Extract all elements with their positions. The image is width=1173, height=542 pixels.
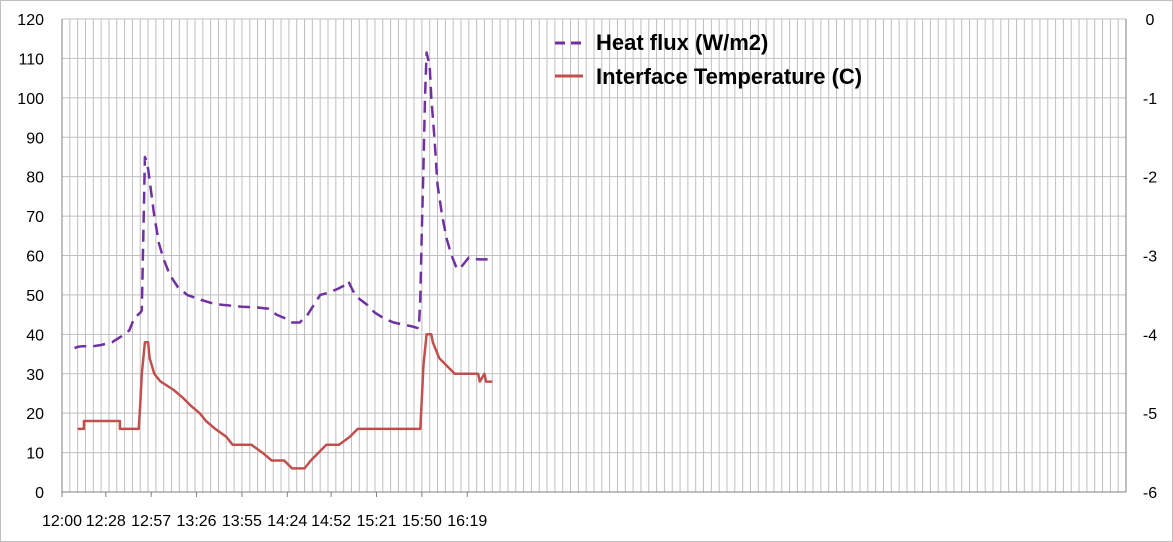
legend: Heat flux (W/m2) Interface Temperature (…	[555, 30, 862, 89]
grid	[61, 18, 1127, 493]
x-tick-label: 12:57	[131, 513, 171, 530]
y-right-tick-label: -2	[1143, 170, 1157, 187]
y-right-tick-label: -3	[1143, 249, 1157, 266]
tick-labels: 0 10 20 30 40 50 60 70 80 90 100 110 120 0 -1 -2 -3 -4 -5 -…	[17, 12, 1157, 530]
y-left-tick-label: 110	[18, 51, 44, 68]
x-tick-label: 14:24	[267, 513, 307, 530]
y-left-tick-label: 120	[17, 12, 44, 29]
y-left-tick-label: 80	[26, 170, 44, 187]
x-tick-label: 13:26	[177, 513, 217, 530]
y-left-tick-label: 0	[35, 485, 44, 502]
y-left-tick-label: 90	[26, 130, 44, 147]
legend-label-interface-temperature: Interface Temperature (C)	[596, 64, 862, 89]
y-left-tick-label: 70	[26, 209, 44, 226]
y-left-tick-label: 50	[26, 288, 44, 305]
y-right-tick-label: -1	[1143, 91, 1157, 108]
y-left-tick-label: 20	[26, 406, 44, 423]
y-left-tick-label: 100	[17, 91, 44, 108]
series-lines	[74, 51, 493, 470]
x-tick-label: 15:50	[402, 513, 442, 530]
x-tick-label: 15:21	[356, 513, 396, 530]
x-tick-label: 16:19	[447, 513, 487, 530]
y-right-tick-label: 0	[1146, 12, 1155, 29]
x-tick-label: 12:00	[42, 513, 82, 530]
x-tick-label: 12:28	[86, 513, 126, 530]
y-right-tick-label: -5	[1143, 406, 1157, 423]
y-right-tick-label: -4	[1143, 327, 1157, 344]
interface-temperature-line	[77, 333, 493, 470]
heat-flux-line	[74, 51, 488, 350]
y-left-tick-label: 40	[26, 327, 44, 344]
y-left-tick-label: 30	[26, 367, 44, 384]
legend-label-heat-flux: Heat flux (W/m2)	[596, 30, 768, 55]
x-tick-label: 14:52	[311, 513, 351, 530]
x-tick-label: 13:55	[222, 513, 262, 530]
y-left-tick-label: 60	[26, 249, 44, 266]
y-left-tick-label: 10	[26, 446, 44, 463]
y-right-tick-label: -6	[1143, 485, 1157, 502]
axes	[61, 19, 1127, 497]
